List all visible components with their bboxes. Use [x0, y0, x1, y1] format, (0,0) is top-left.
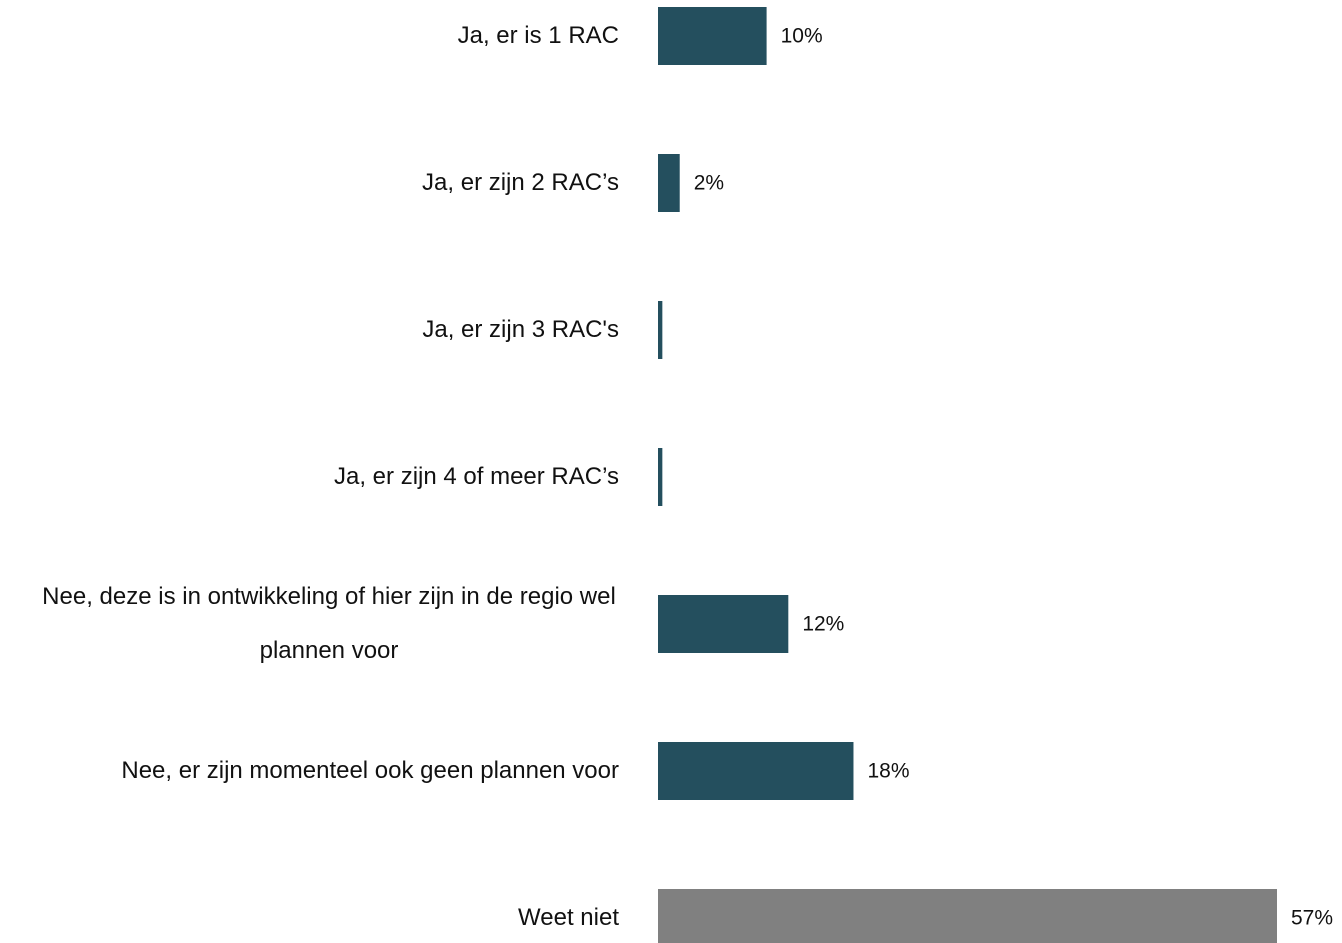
category-label: Weet niet [518, 904, 619, 931]
value-label: 18% [867, 760, 909, 783]
category-label: Ja, er is 1 RAC [457, 22, 619, 49]
bar [658, 154, 680, 212]
bar [658, 595, 789, 653]
category-label: Ja, er zijn 2 RAC’s [422, 169, 619, 196]
bar [658, 742, 854, 800]
category-label-box: Ja, er zijn 2 RAC’s [19, 156, 619, 210]
value-label: 10% [781, 25, 823, 48]
category-label: Ja, er zijn 3 RAC's [422, 316, 619, 343]
bar [658, 448, 663, 506]
category-label-box: Nee, er zijn momenteel ook geen plannen … [19, 744, 619, 798]
category-label: Nee, er zijn momenteel ook geen plannen … [121, 757, 619, 784]
bar [658, 7, 767, 65]
bar [658, 889, 1277, 943]
category-label: Nee, deze is in ontwikkeling of hier zij… [42, 583, 616, 664]
category-label-box: Ja, er zijn 3 RAC's [19, 303, 619, 357]
value-label: 2% [694, 172, 724, 195]
bar [658, 301, 663, 359]
value-label: 12% [802, 613, 844, 636]
value-label: 57% [1291, 907, 1333, 930]
category-label-box: Ja, er zijn 4 of meer RAC’s [19, 450, 619, 504]
category-label-box: Weet niet [19, 891, 619, 943]
category-label: Ja, er zijn 4 of meer RAC’s [334, 463, 619, 490]
category-label-box: Nee, deze is in ontwikkeling of hier zij… [19, 570, 619, 678]
category-label-box: Ja, er is 1 RAC [19, 9, 619, 63]
